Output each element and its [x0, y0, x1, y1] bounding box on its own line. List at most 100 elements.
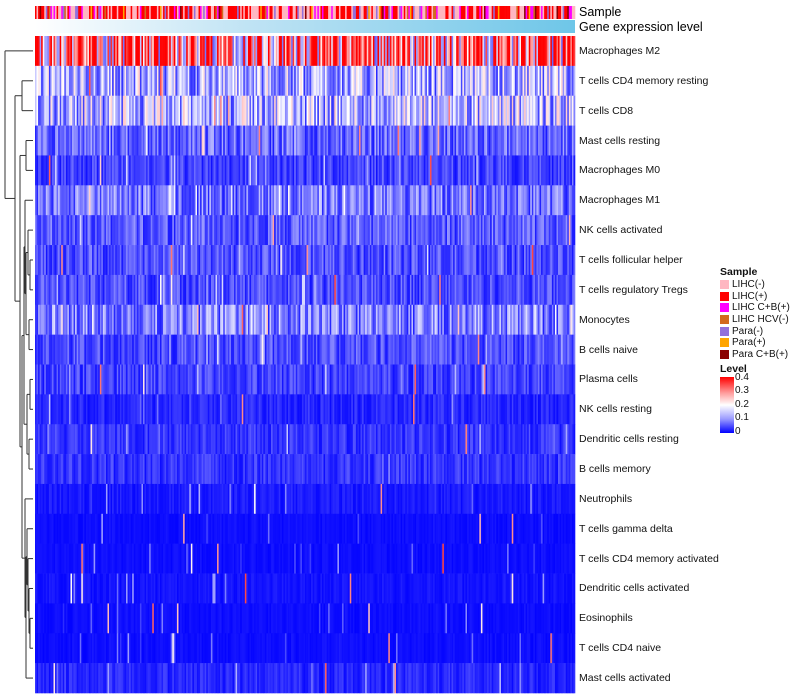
heatmap-cell — [440, 334, 443, 365]
heatmap-cell — [564, 394, 567, 425]
heatmap-cell — [101, 155, 104, 186]
heatmap-cell — [359, 245, 361, 276]
heatmap-cell — [363, 274, 366, 306]
heatmap-cell — [75, 215, 77, 246]
heatmap-cell — [138, 95, 141, 126]
heatmap-cell — [230, 95, 233, 126]
heatmap-cell — [408, 394, 411, 425]
heatmap-cell — [217, 155, 219, 186]
heatmap-cell — [345, 334, 347, 365]
heatmap-cell — [328, 364, 330, 395]
sample-annotation-cell — [89, 6, 91, 19]
heatmap-cell — [516, 364, 519, 395]
heatmap-cell — [217, 394, 219, 425]
heatmap-cell — [457, 304, 460, 335]
heatmap-cell — [55, 185, 57, 216]
heatmap-cell — [400, 95, 403, 126]
heatmap-cell — [510, 185, 513, 216]
heatmap-cell — [78, 364, 81, 395]
heatmap-cell — [471, 125, 474, 156]
heatmap-cell — [311, 215, 314, 246]
heatmap-cell — [227, 155, 230, 186]
heatmap-cell — [448, 304, 451, 335]
heatmap-cell — [365, 274, 368, 306]
heatmap-cell — [82, 364, 85, 395]
heatmap-cell — [429, 185, 432, 216]
heatmap-cell — [283, 36, 286, 67]
heatmap-cell — [102, 185, 105, 216]
heatmap-cell — [286, 304, 289, 335]
heatmap-cell — [453, 36, 455, 67]
heatmap-cell — [536, 65, 539, 97]
heatmap-cell — [541, 215, 543, 246]
heatmap-cell — [135, 185, 138, 216]
heatmap-cell — [41, 125, 44, 156]
heatmap-cell — [508, 245, 511, 276]
heatmap-cell — [115, 155, 118, 186]
heatmap-cell — [95, 424, 98, 455]
heatmap-cell — [553, 95, 556, 126]
heatmap-cell — [369, 304, 372, 335]
heatmap-cell — [365, 185, 368, 216]
heatmap-cell — [371, 185, 374, 216]
heatmap-cell — [399, 274, 401, 306]
heatmap-cell — [127, 334, 130, 365]
heatmap-cell — [272, 394, 275, 425]
heatmap-cell — [317, 215, 320, 246]
sample-annotation-cell — [321, 6, 324, 19]
heatmap-cell — [227, 274, 230, 306]
heatmap-cell — [149, 274, 152, 306]
heatmap-cell — [541, 274, 543, 306]
heatmap-cell — [349, 215, 352, 246]
heatmap-cell — [422, 364, 425, 395]
sample-annotation-cell — [573, 6, 576, 19]
heatmap-cell — [260, 65, 263, 97]
heatmap-cell — [61, 125, 64, 156]
heatmap-cell — [337, 36, 340, 67]
heatmap-cell — [249, 364, 252, 395]
heatmap-cell — [92, 424, 94, 455]
heatmap-cell — [119, 394, 122, 425]
heatmap-cell — [385, 304, 388, 335]
heatmap-cell — [251, 95, 253, 126]
heatmap-cell — [362, 65, 364, 97]
heatmap-cell — [210, 334, 213, 365]
heatmap-cell — [377, 394, 380, 425]
heatmap-cell — [173, 274, 176, 306]
heatmap-cell — [363, 394, 366, 425]
heatmap-cell — [70, 364, 73, 395]
heatmap-cell — [201, 274, 204, 306]
heatmap-cell — [528, 215, 531, 246]
heatmap-cell — [365, 155, 368, 186]
heatmap-cell — [150, 125, 153, 156]
heatmap-cell — [534, 394, 537, 425]
heatmap-cell — [64, 155, 67, 186]
heatmap-cell — [241, 185, 244, 216]
sample-annotation-cell — [519, 6, 522, 19]
heatmap-cell — [363, 215, 366, 246]
heatmap-cell — [459, 185, 462, 216]
heatmap-cell — [528, 125, 531, 156]
heatmap-cell — [335, 95, 338, 126]
heatmap-cell — [459, 65, 462, 97]
heatmap-cell — [386, 36, 389, 67]
heatmap-cell — [539, 65, 542, 97]
heatmap-cell — [301, 215, 304, 246]
heatmap-cell — [76, 125, 79, 156]
heatmap-cell — [65, 65, 68, 97]
heatmap-cell — [115, 334, 118, 365]
heatmap-cell — [571, 36, 574, 67]
heatmap-cell — [51, 215, 54, 246]
heatmap-cell — [135, 245, 138, 276]
heatmap-cell — [58, 245, 60, 276]
heatmap-cell — [62, 334, 65, 365]
heatmap-cell — [207, 394, 210, 425]
heatmap-cell — [537, 185, 540, 216]
sample-annotation-cell — [414, 6, 417, 19]
sample-annotation-cell — [536, 6, 539, 19]
heatmap-cell — [565, 95, 568, 126]
heatmap-cell — [105, 95, 108, 126]
heatmap-cell — [480, 394, 483, 425]
heatmap-cell — [309, 394, 312, 425]
heatmap-cell — [73, 245, 76, 276]
